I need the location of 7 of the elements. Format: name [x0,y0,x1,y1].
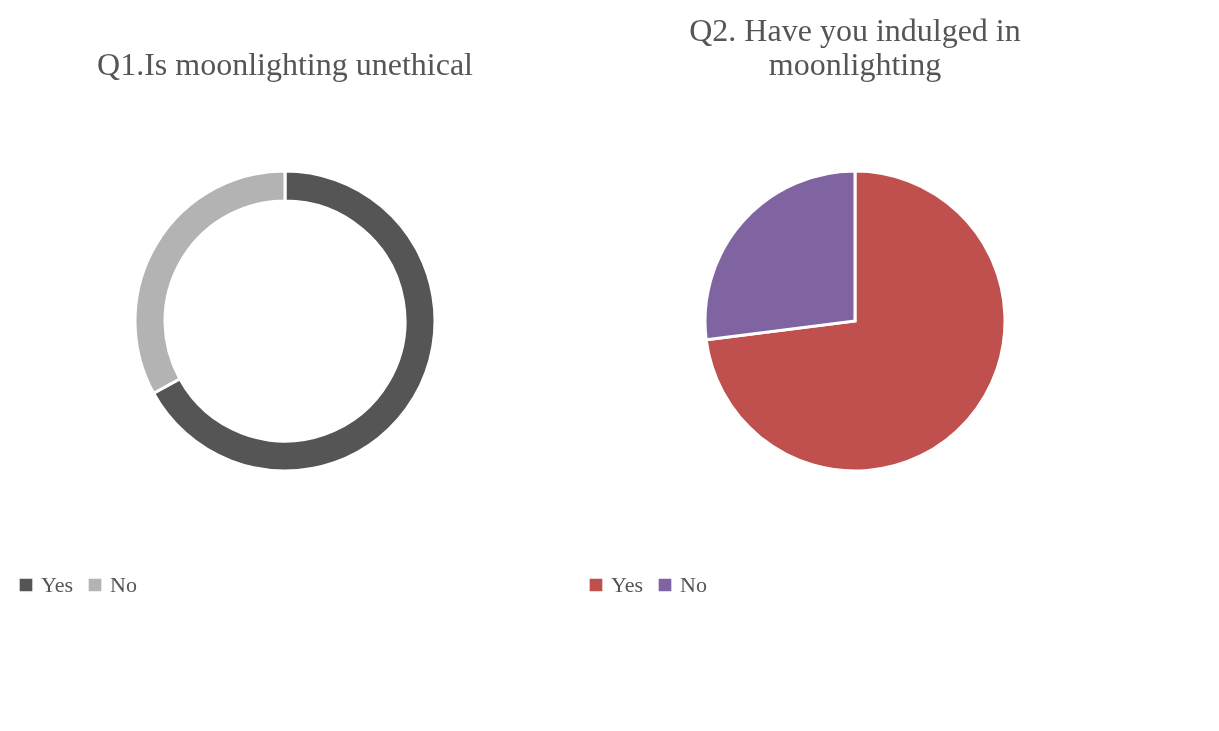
pie-slice [704,169,1007,473]
legend-label: No [680,572,707,597]
legend-label: Yes [611,572,644,597]
legend-label: No [110,572,137,597]
chart-title: Q2. Have you indulged in moonlighting [689,12,1021,82]
chart-title: Q1.Is moonlighting unethical [97,46,474,82]
legend-label: Yes [41,572,74,597]
